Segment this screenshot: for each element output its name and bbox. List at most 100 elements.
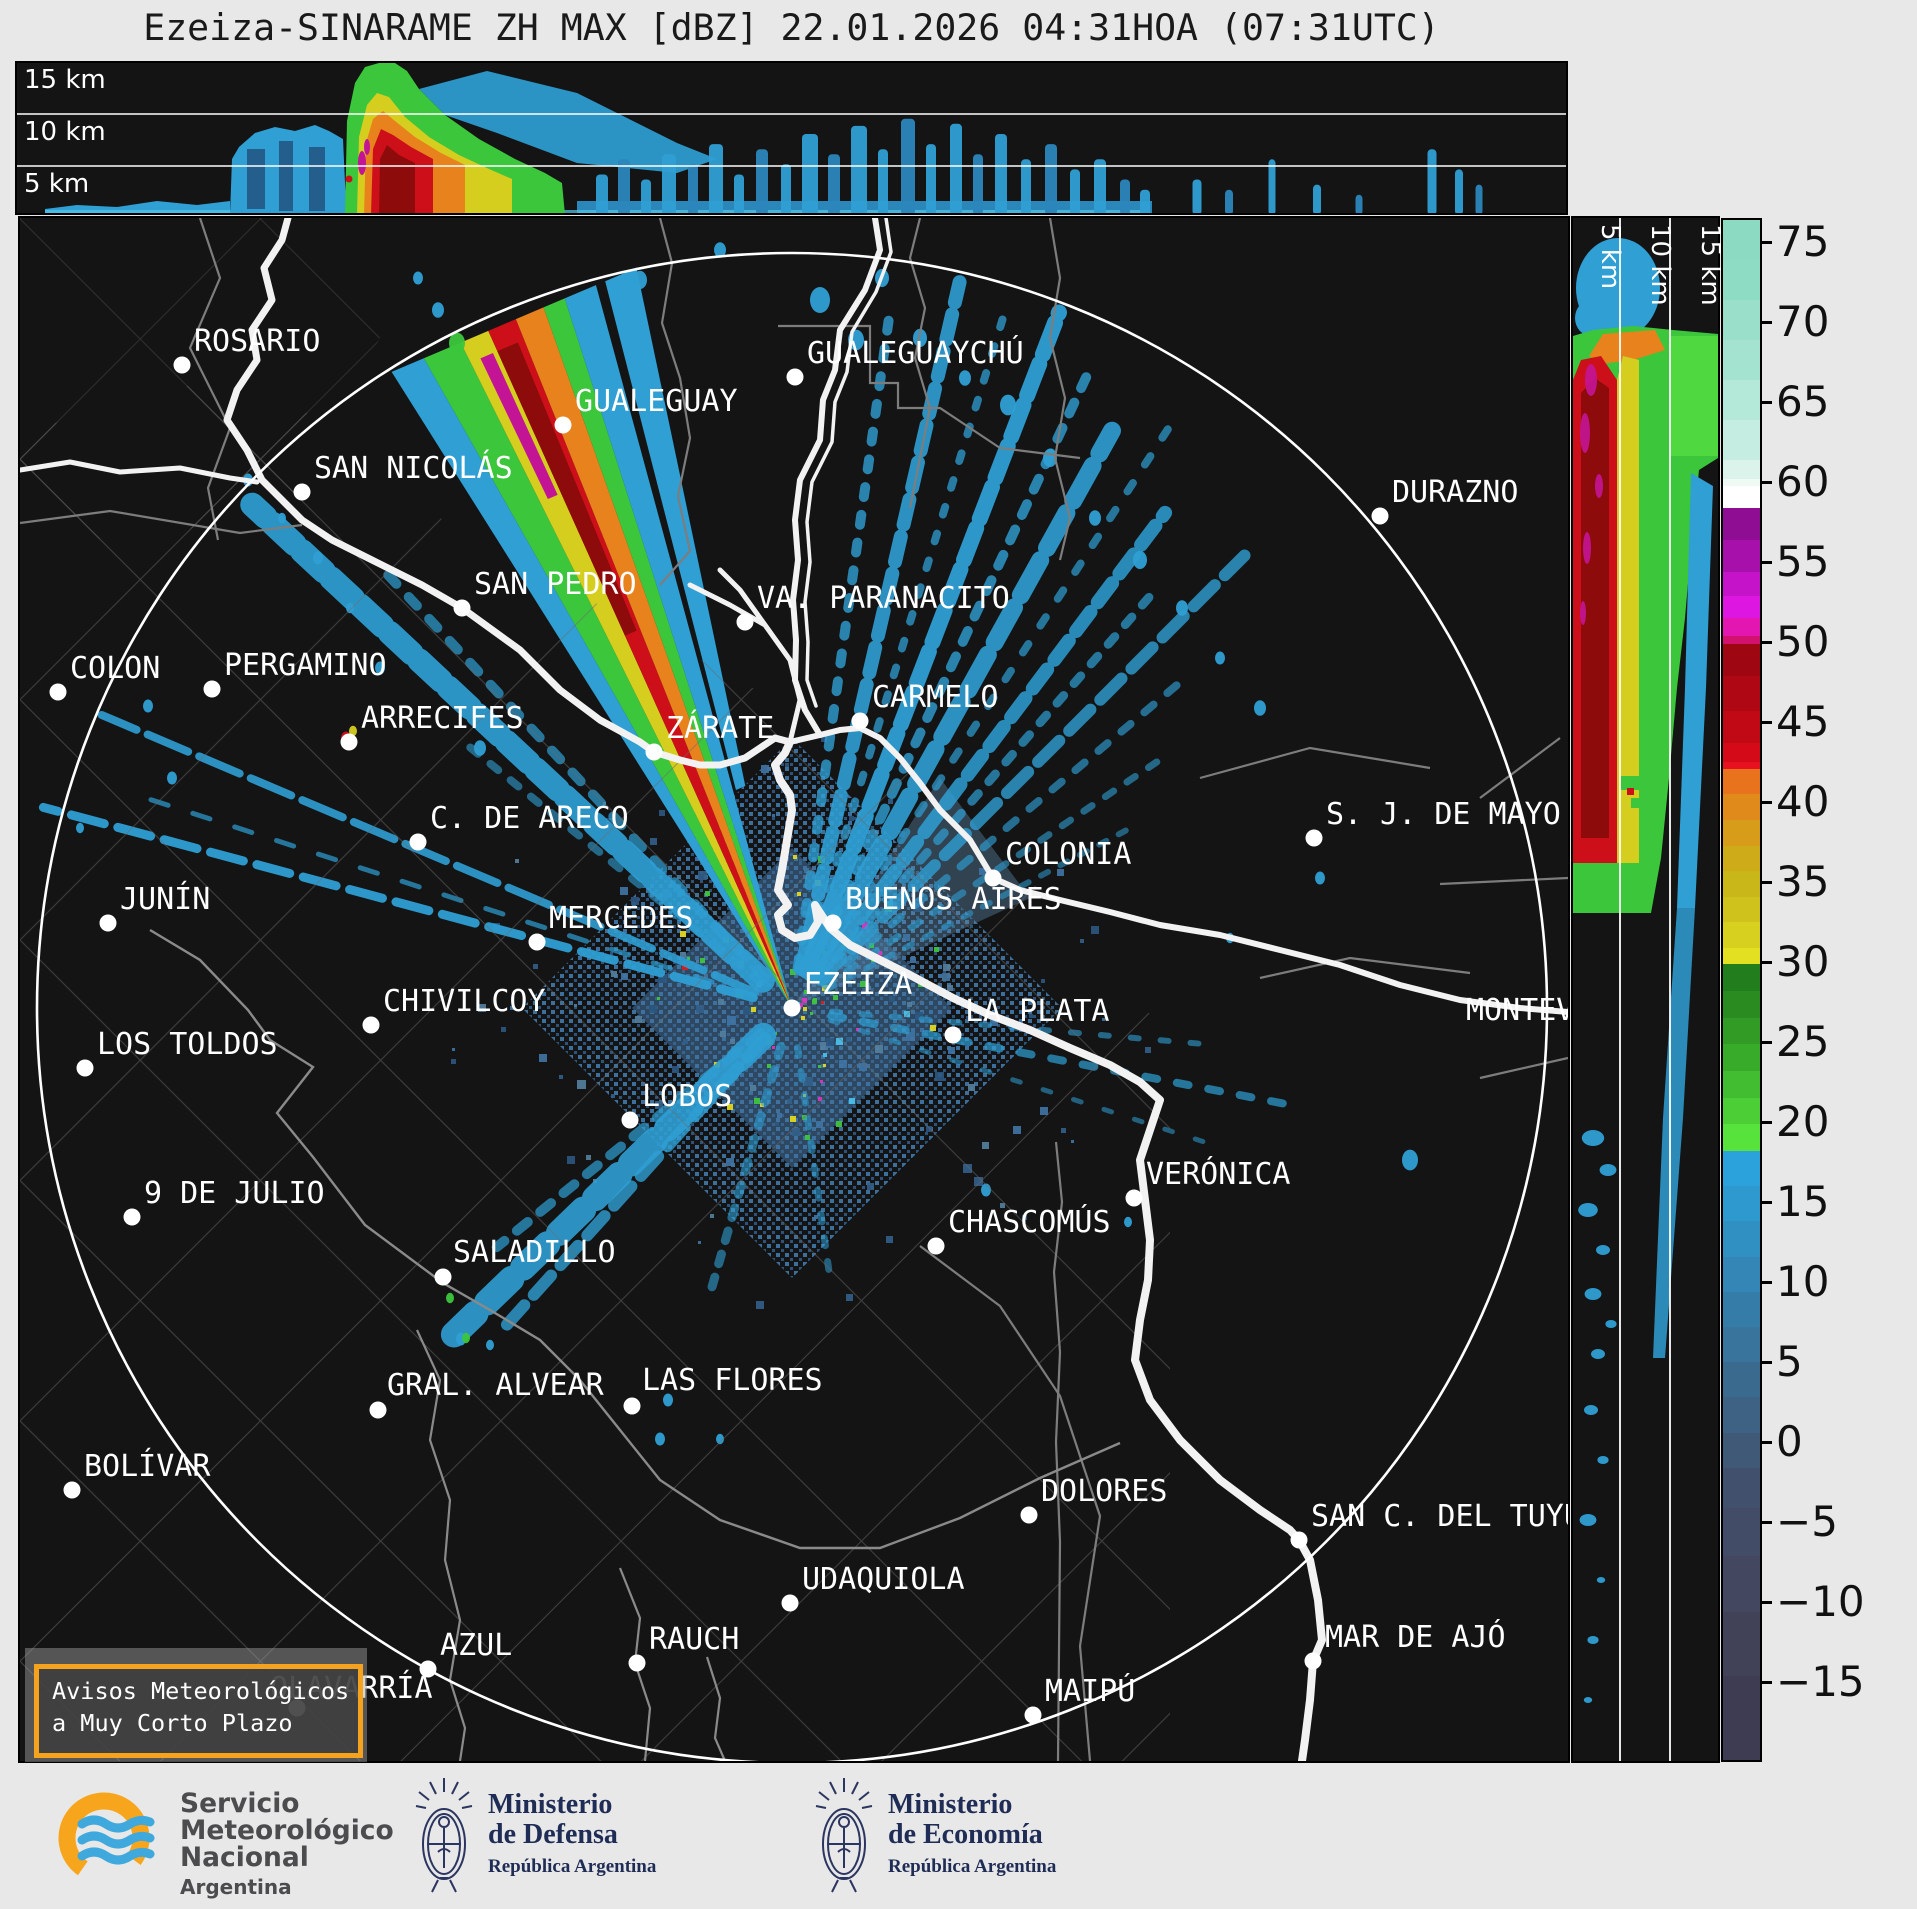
colorbar-segment [1723, 964, 1760, 991]
city-marker-mar-de-aj-: MAR DE AJÓ [1305, 1618, 1506, 1670]
page-title: Ezeiza-SINARAME ZH MAX [dBZ] 22.01.2026 … [15, 6, 1568, 49]
top-cross-section-plot [17, 63, 1566, 213]
colorbar-tick-mark [1760, 721, 1772, 724]
colorbar-tick-label: 35 [1776, 861, 1829, 903]
city-label: RAUCH [649, 1622, 739, 1657]
colorbar-tick-label: 50 [1776, 621, 1829, 663]
city-dot [928, 1238, 945, 1255]
city-label: MONTEVIDEO [1466, 993, 1568, 1028]
city-label: CARMELO [872, 680, 998, 715]
colorbar-segment [1723, 1508, 1760, 1556]
colorbar-segment [1723, 618, 1760, 636]
city-dot [124, 1209, 141, 1226]
ribbon [432, 1878, 456, 1892]
city-dot [787, 369, 804, 386]
colorbar-tick-label: 60 [1776, 461, 1829, 503]
colorbar-segment [1723, 794, 1760, 820]
colorbar-tick-label: 10 [1776, 1261, 1829, 1303]
colorbar-segment [1723, 820, 1760, 846]
city-dot [852, 713, 869, 730]
colorbar-tick-label: 0 [1776, 1421, 1803, 1463]
city-label: EZEIZA [804, 967, 912, 1002]
city-label: DOLORES [1041, 1474, 1167, 1509]
city-label: PERGAMINO [224, 648, 387, 683]
colorbar-segment [1723, 676, 1760, 711]
colorbar-segment [1723, 572, 1760, 596]
colorbar-segment [1723, 1018, 1760, 1044]
city-label: MERCEDES [549, 901, 694, 936]
city-label: COLON [70, 651, 160, 686]
colorbar-tick-mark [1760, 881, 1772, 884]
colorbar-segment [1723, 711, 1760, 743]
right-cross-section-plot [1573, 218, 1718, 1761]
colorbar-segment [1723, 1071, 1760, 1098]
city-dot [529, 934, 546, 951]
economia-text: Ministerio de Economía República Argenti… [888, 1790, 1056, 1882]
city-dot [1305, 1653, 1322, 1670]
dbz-colorbar [1721, 218, 1762, 1762]
colorbar-segment [1723, 1221, 1760, 1256]
economia-line2: de Economía [888, 1820, 1056, 1850]
colorbar-segment [1723, 300, 1760, 340]
city-dot [1126, 1190, 1143, 1207]
city-label: BOLÍVAR [84, 1448, 211, 1484]
colorbar-segment [1723, 1186, 1760, 1221]
warning-line-2: a Muy Corto Plazo [52, 1707, 358, 1739]
city-label: LA PLATA [965, 994, 1110, 1029]
colorbar-segment [1723, 846, 1760, 872]
city-marker-s-j-de-mayo: S. J. DE MAYO [1306, 797, 1561, 847]
colorbar-segment [1723, 743, 1760, 762]
colorbar-segment [1723, 1327, 1760, 1362]
city-dot [341, 734, 358, 751]
colorbar-segment [1723, 1397, 1760, 1432]
colorbar-tick-mark [1760, 561, 1772, 564]
smn-logo-block: Servicio Meteorológico Nacional Argentin… [52, 1782, 372, 1902]
city-label: JUNÍN [120, 881, 210, 917]
smn-line1: Servicio [180, 1790, 394, 1817]
city-dot [782, 1595, 799, 1612]
city-label: ROSARIO [194, 324, 320, 359]
city-dot [64, 1482, 81, 1499]
top-cross-section-panel: 15 km 10 km 5 km [15, 61, 1568, 215]
colorbar-tick-label: 70 [1776, 301, 1829, 343]
colorbar-segment [1723, 1044, 1760, 1071]
colorbar-tick-label: 75 [1776, 221, 1829, 263]
city-dot [435, 1269, 452, 1286]
colorbar-segment [1723, 460, 1760, 479]
city-dot [454, 600, 471, 617]
city-label: C. DE ARECO [430, 801, 629, 836]
colorbar-tick-mark [1760, 1361, 1772, 1364]
city-dot [1306, 830, 1323, 847]
colorbar-tick-mark [1760, 1681, 1772, 1684]
argentina-coat-of-arms-icon [812, 1772, 876, 1902]
colorbar-segment [1723, 1098, 1760, 1124]
city-label: MAIPÚ [1045, 1672, 1135, 1709]
city-dot [1021, 1507, 1038, 1524]
right-xsec-echoes [1573, 238, 1718, 1703]
city-label: MAR DE AJÓ [1325, 1618, 1506, 1655]
city-label: AZUL [440, 1628, 512, 1663]
smn-line3: Nacional [180, 1844, 394, 1871]
city-dot [737, 614, 754, 631]
sun [839, 1817, 849, 1827]
city-dot [1025, 1707, 1042, 1724]
right-cross-section-panel: 5 km 10 km 15 km [1571, 216, 1720, 1763]
city-label: BUENOS AIRES [845, 882, 1062, 917]
city-marker-va-paranacito: VA. PARANACITO [737, 581, 1010, 631]
colorbar-tick-label: 40 [1776, 781, 1829, 823]
city-marker-montevideo: MONTEVIDEO [1466, 993, 1568, 1028]
city-dot [624, 1398, 641, 1415]
city-label: LOS TOLDOS [97, 1027, 278, 1062]
colorbar-segment [1723, 486, 1760, 508]
city-dot [420, 1661, 437, 1678]
city-label: SAN C. DEL TUYÚ [1311, 1497, 1568, 1534]
radar-map: OLAVARRÍAROSARIOGUALEGUAYCHÚGUALEGUAYSAN… [20, 218, 1568, 1761]
city-label: GUALEGUAYCHÚ [807, 334, 1024, 371]
colorbar-tick-mark [1760, 1441, 1772, 1444]
city-label: ZÁRATE [666, 710, 774, 746]
smn-logo-text: Servicio Meteorológico Nacional Argentin… [180, 1790, 394, 1901]
colorbar-tick-mark [1760, 801, 1772, 804]
city-dot [629, 1655, 646, 1672]
colorbar-segment [1723, 636, 1760, 644]
colorbar-tick-mark [1760, 1281, 1772, 1284]
